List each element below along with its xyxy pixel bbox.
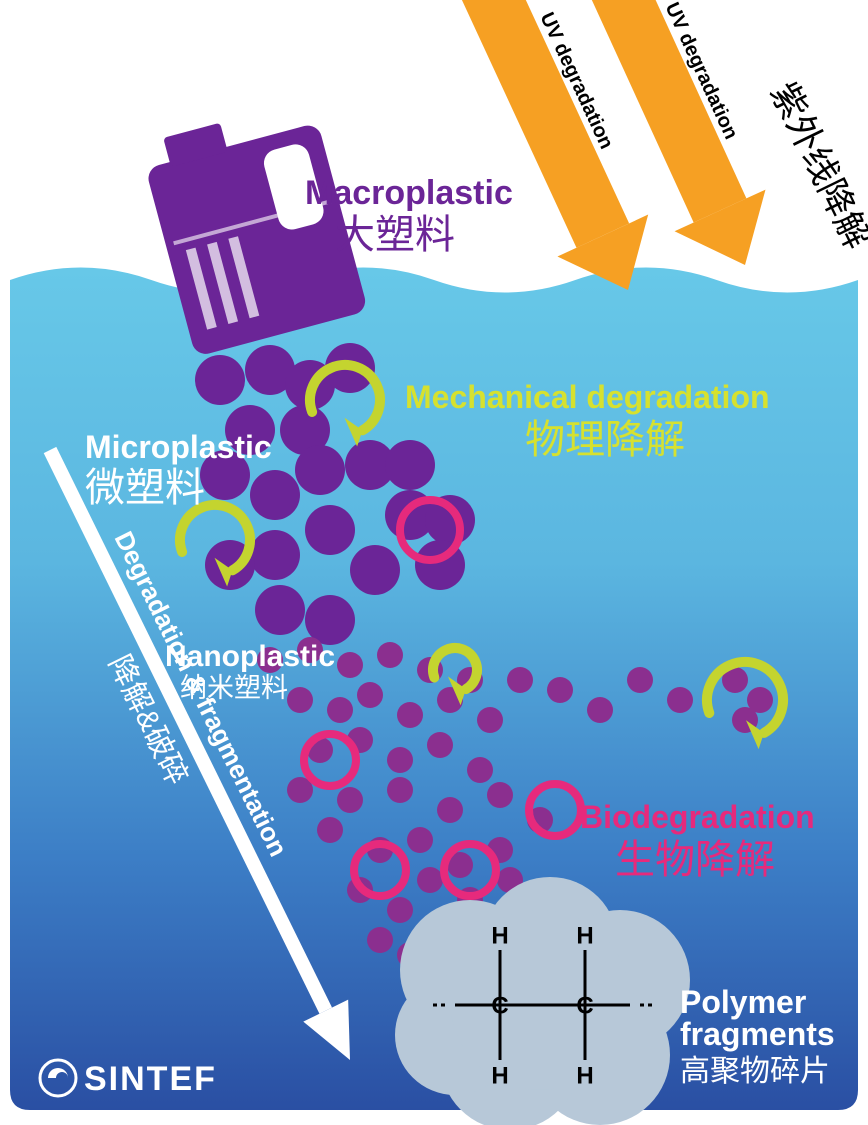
microplastic-particle: [385, 440, 435, 490]
microplastic-particle: [250, 530, 300, 580]
nanoplastic-particle: [547, 677, 573, 703]
atom-label: H: [576, 1062, 593, 1089]
microplastic-particle: [305, 505, 355, 555]
nanoplastic-particle: [427, 732, 453, 758]
atom-label: H: [491, 1062, 508, 1089]
nanoplastic-particle: [477, 707, 503, 733]
macroplastic-label-cn: 大塑料: [335, 213, 455, 257]
polymer-fragments-label-en-1: Polymer: [680, 985, 806, 1020]
polymer-fragments-label-en-2: fragments: [680, 1017, 835, 1052]
nanoplastic-particle: [387, 747, 413, 773]
sintef-logo-text: SINTEF: [84, 1060, 217, 1098]
nanoplastic-label-en: Nanoplastic: [165, 640, 335, 673]
microplastic-particle: [295, 445, 345, 495]
nanoplastic-particle: [407, 827, 433, 853]
nanoplastic-particle: [387, 897, 413, 923]
nanoplastic-label-cn: 纳米塑料: [180, 674, 288, 704]
nanoplastic-particle: [667, 687, 693, 713]
atom-label: H: [576, 922, 593, 949]
uv-degradation-label-cn: 紫外线降解: [763, 76, 868, 256]
nanoplastic-particle: [337, 652, 363, 678]
infographic-canvas: UV degradationUV degradation紫外线降解Degrada…: [0, 0, 868, 1125]
microplastic-label-cn: 微塑料: [85, 466, 205, 510]
nanoplastic-particle: [377, 642, 403, 668]
biodegradation-label-en: Biodegradation: [580, 800, 815, 835]
atom-label: H: [491, 922, 508, 949]
microplastic-particle: [195, 355, 245, 405]
biodegradation-label-cn: 生物降解: [615, 838, 775, 882]
microplastic-particle: [255, 585, 305, 635]
polymer-fragments-label-cn: 高聚物碎片: [680, 1055, 830, 1088]
nanoplastic-particle: [327, 697, 353, 723]
microplastic-particle: [350, 545, 400, 595]
nanoplastic-particle: [417, 867, 443, 893]
nanoplastic-particle: [367, 927, 393, 953]
mechanical-degradation-label-en: Mechanical degradation: [405, 380, 770, 415]
nanoplastic-particle: [287, 687, 313, 713]
nanoplastic-particle: [487, 782, 513, 808]
nanoplastic-particle: [317, 817, 343, 843]
nanoplastic-particle: [627, 667, 653, 693]
nanoplastic-particle: [587, 697, 613, 723]
mechanical-degradation-label-cn: 物理降解: [525, 418, 685, 462]
nanoplastic-particle: [397, 702, 423, 728]
nanoplastic-particle: [437, 797, 463, 823]
microplastic-particle: [250, 470, 300, 520]
nanoplastic-particle: [467, 757, 493, 783]
microplastic-label-en: Microplastic: [85, 430, 272, 465]
nanoplastic-particle: [387, 777, 413, 803]
nanoplastic-particle: [357, 682, 383, 708]
atom-label: C: [491, 992, 508, 1019]
infographic-svg: UV degradationUV degradation紫外线降解Degrada…: [0, 0, 868, 1125]
atom-label: C: [576, 992, 593, 1019]
nanoplastic-particle: [507, 667, 533, 693]
nanoplastic-particle: [337, 787, 363, 813]
macroplastic-label-en: Macroplastic: [305, 175, 513, 212]
